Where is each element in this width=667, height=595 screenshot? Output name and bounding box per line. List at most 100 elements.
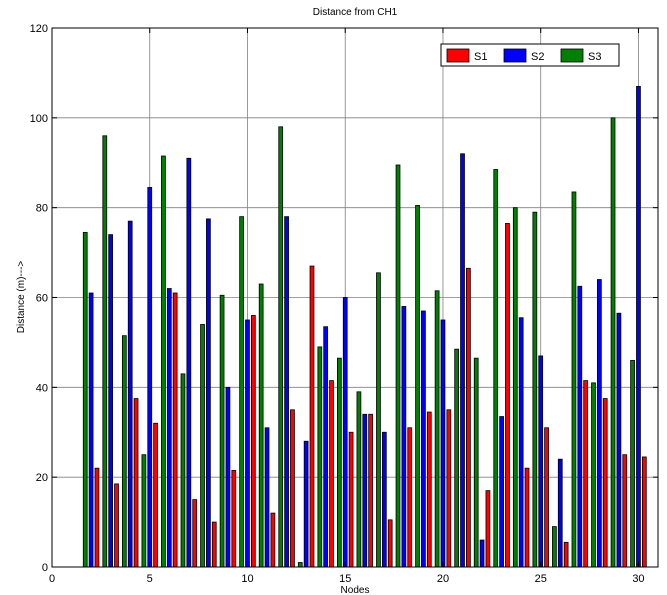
bar-s2-node-2	[88, 292, 94, 568]
bar-s1-node-14	[329, 380, 334, 568]
legend-swatch-s1	[446, 48, 470, 63]
bar-s2-node-23	[499, 416, 504, 568]
bar-s1-node-5	[153, 422, 158, 568]
bar-s3-node-6	[161, 155, 166, 568]
bar-s3-node-12	[278, 126, 284, 568]
y-axis-label: Distance (m)--->	[16, 261, 27, 334]
bar-s3-node-20	[434, 290, 440, 568]
bar-s2-node-11	[264, 427, 270, 568]
bar-s2-node-13	[303, 440, 309, 568]
bar-s1-node-18	[407, 427, 413, 568]
bar-s1-node-8	[211, 521, 217, 568]
y-tick-label: 20	[36, 472, 48, 484]
bar-s1-node-13	[309, 265, 315, 568]
bar-s3-node-29	[610, 117, 616, 568]
bar-s1-node-30	[641, 456, 647, 568]
bar-s2-node-22	[479, 539, 485, 568]
chart-title: Distance from CH1	[313, 7, 398, 18]
bar-s3-node-14	[317, 346, 323, 568]
bar-s3-node-11	[258, 283, 264, 568]
bars	[82, 85, 647, 568]
x-tick-label: 0	[49, 573, 55, 585]
y-tick-label: 40	[36, 382, 48, 394]
bar-s2-node-12	[284, 216, 289, 568]
bar-s1-node-19	[426, 411, 432, 568]
bar-s2-node-15	[342, 297, 348, 568]
bar-s3-node-23	[493, 169, 499, 568]
bar-s2-node-7	[186, 157, 192, 568]
bar-s3-node-17	[376, 272, 381, 568]
bar-s3-node-26	[552, 526, 557, 568]
legend-label-s1: S1	[474, 51, 487, 63]
bar-s1-node-9	[231, 470, 237, 568]
bar-s1-node-10	[250, 315, 256, 568]
y-tick-label: 100	[30, 113, 48, 125]
bar-s2-node-25	[538, 355, 544, 568]
bar-s2-node-6	[166, 288, 172, 568]
bar-s2-node-3	[108, 234, 114, 568]
bar-s2-node-17	[381, 431, 387, 568]
bar-s3-node-13	[297, 562, 303, 568]
bar-s1-node-26	[563, 541, 569, 568]
bar-s2-node-8	[206, 218, 211, 568]
x-axis-label: Nodes	[341, 585, 370, 595]
bar-s3-node-5	[141, 454, 147, 568]
y-tick-label: 80	[36, 203, 48, 215]
bar-s1-node-15	[348, 431, 354, 568]
bar-s3-node-15	[337, 357, 342, 568]
bar-s3-node-10	[239, 216, 244, 568]
bar-s1-node-27	[583, 380, 589, 568]
bar-s2-node-9	[225, 386, 231, 568]
x-tick-label: 10	[241, 573, 253, 585]
bar-s1-node-12	[290, 409, 295, 568]
bar-s2-node-29	[616, 312, 622, 568]
bar-s2-node-5	[147, 187, 153, 568]
bar-s2-node-19	[421, 310, 426, 568]
bar-s3-node-18	[395, 164, 401, 568]
legend-label-s2: S2	[531, 51, 544, 63]
bar-s2-node-26	[557, 458, 563, 568]
bar-s1-node-21	[466, 267, 471, 568]
bar-s1-node-16	[368, 413, 373, 568]
y-tick-label: 60	[36, 293, 48, 305]
bar-s2-node-27	[577, 285, 583, 568]
legend-swatch-s2	[503, 48, 527, 63]
bar-s3-node-24	[512, 207, 518, 568]
bar-s1-node-11	[270, 512, 276, 568]
bar-s2-node-21	[460, 153, 465, 568]
bar-s3-node-8	[200, 324, 205, 568]
bar-s1-node-29	[622, 454, 628, 568]
bar-s2-node-20	[440, 319, 446, 568]
bar-s1-node-17	[387, 519, 393, 568]
legend: S1 S2 S3	[440, 43, 620, 67]
bar-s2-node-28	[597, 279, 602, 568]
legend-label-s3: S3	[588, 51, 601, 63]
y-tick-label: 120	[30, 23, 48, 35]
bar-s1-node-20	[446, 409, 452, 568]
x-tick-label: 20	[437, 573, 449, 585]
x-tick-label: 15	[339, 573, 351, 585]
bar-s2-node-30	[636, 85, 641, 568]
bar-s3-node-27	[571, 191, 577, 568]
bar-s2-node-14	[323, 326, 329, 568]
bar-s2-node-4	[127, 220, 133, 568]
bar-s1-node-23	[505, 222, 510, 568]
bar-s3-node-30	[630, 359, 635, 568]
bar-s3-node-19	[415, 205, 420, 568]
y-tick-label: 0	[42, 562, 48, 574]
bar-s3-node-7	[180, 373, 186, 568]
bar-s2-node-10	[245, 319, 250, 568]
bar-s2-node-24	[518, 317, 524, 568]
bar-s3-node-28	[591, 382, 596, 568]
x-tick-label: 5	[147, 573, 153, 585]
bar-s3-node-4	[121, 335, 127, 568]
bar-s3-node-22	[473, 357, 479, 568]
bar-s1-node-25	[544, 427, 549, 568]
bar-s3-node-25	[532, 211, 538, 568]
x-tick-label: 25	[535, 573, 547, 585]
bar-s1-node-7	[192, 499, 198, 568]
bar-s1-node-28	[602, 398, 608, 568]
legend-swatch-s3	[560, 48, 584, 63]
bar-s1-node-24	[524, 467, 530, 568]
